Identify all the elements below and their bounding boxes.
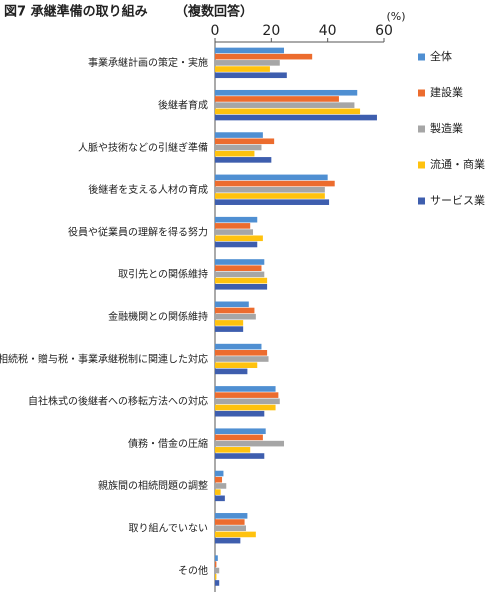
bar <box>215 301 249 308</box>
bar <box>215 386 276 392</box>
bar <box>215 72 287 79</box>
bar <box>215 60 280 66</box>
legend-swatch <box>418 161 425 169</box>
bar <box>215 525 246 532</box>
bar <box>215 271 265 278</box>
bar <box>215 307 255 314</box>
bar <box>215 356 269 362</box>
bar <box>215 561 217 568</box>
bar <box>215 199 330 205</box>
bar <box>215 313 256 320</box>
bar <box>215 216 258 223</box>
bar <box>215 343 262 350</box>
bar <box>215 404 276 411</box>
bar <box>215 102 355 108</box>
bar <box>215 132 263 138</box>
bar <box>215 362 258 369</box>
bar <box>215 519 245 525</box>
bar <box>215 447 251 453</box>
x-tick-label: 20 <box>262 23 280 39</box>
bar <box>215 368 248 375</box>
x-tick-label: 60 <box>375 23 393 39</box>
bar <box>215 114 377 121</box>
bar <box>215 410 265 417</box>
category-label: 人脈や技術などの引継ぎ準備 <box>78 141 208 154</box>
category-label: 自社株式の後継者への移転方法への対応 <box>28 395 208 408</box>
bar <box>215 108 361 115</box>
bar <box>215 531 256 538</box>
bar <box>215 229 254 235</box>
bar <box>215 470 224 477</box>
bar <box>215 483 227 489</box>
legend-label: 製造業 <box>430 121 463 135</box>
bar <box>215 350 268 356</box>
bar <box>215 157 272 163</box>
legend-swatch <box>418 197 425 205</box>
bar <box>215 513 248 519</box>
bar <box>215 567 220 574</box>
legend-label: 全体 <box>430 49 452 63</box>
bar <box>215 186 325 193</box>
category-label: 事業承継計画の策定・実施 <box>88 56 208 69</box>
bar <box>215 573 217 580</box>
bar <box>215 265 262 271</box>
legend-swatch <box>418 125 425 133</box>
bar <box>215 138 275 145</box>
category-label: 取引先との関係維持 <box>118 268 208 281</box>
bar <box>215 326 244 332</box>
bar <box>215 66 270 72</box>
category-label: 役員や従業員の理解を得る努力 <box>68 225 208 238</box>
category-label: 親族間の相続問題の調整 <box>98 479 208 492</box>
bar <box>215 235 263 242</box>
category-label: 金融機関との関係維持 <box>108 310 208 323</box>
bar <box>215 223 251 229</box>
bar <box>215 392 279 398</box>
bar <box>215 398 280 405</box>
bar <box>215 537 241 544</box>
legend-label: 流通・商業 <box>430 157 485 171</box>
bar <box>215 193 325 199</box>
bar <box>215 277 268 284</box>
bar <box>215 53 313 60</box>
legend-swatch <box>418 53 425 61</box>
bar <box>215 434 263 441</box>
legend-label: サービス業 <box>430 194 485 207</box>
bar <box>215 259 265 265</box>
bar <box>215 180 335 187</box>
bar <box>215 495 225 502</box>
legend-label: 建設業 <box>430 85 463 99</box>
bar <box>215 489 221 495</box>
chart-subtitle: （複数回答） <box>175 4 253 20</box>
category-label: 相続税・贈与税・事業承継税制に関連した対応 <box>0 352 208 365</box>
bar <box>215 144 262 151</box>
category-label: 取り組んでいない <box>129 522 209 535</box>
chart-title: 図7 承継準備の取り組み <box>4 4 148 20</box>
bar <box>215 241 258 248</box>
category-label: 後継者育成 <box>158 98 208 111</box>
category-label: 後継者を支える人材の育成 <box>88 183 208 196</box>
x-tick-label: 40 <box>319 23 337 39</box>
bar <box>215 580 220 586</box>
bar <box>215 47 285 54</box>
category-label: 債務・借金の圧縮 <box>128 437 208 450</box>
bar <box>215 555 218 561</box>
bar <box>215 96 339 102</box>
bar <box>215 453 265 459</box>
bar <box>215 89 358 96</box>
bar <box>215 320 244 326</box>
bar <box>215 150 255 157</box>
unit-label: (%) <box>386 10 405 23</box>
category-label: その他 <box>178 564 208 577</box>
bar <box>215 174 328 181</box>
bar <box>215 440 285 447</box>
bar <box>215 476 223 483</box>
bar <box>215 428 266 435</box>
legend-swatch <box>418 89 425 97</box>
bar <box>215 283 268 290</box>
x-tick-label: 0 <box>211 23 220 39</box>
